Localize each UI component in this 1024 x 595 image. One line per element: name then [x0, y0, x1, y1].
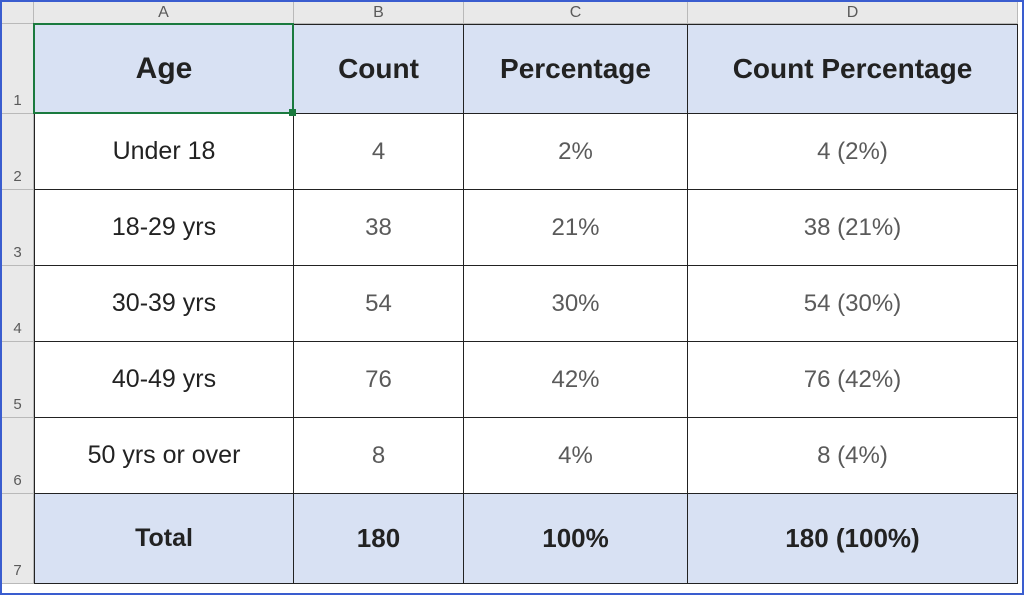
spreadsheet-frame: A B C D 1 Age Count Percentage Count Per…: [0, 0, 1024, 595]
cell-D6[interactable]: 8 (4%): [688, 418, 1018, 494]
row-header-5[interactable]: 5: [2, 342, 34, 418]
cell-A2[interactable]: Under 18: [34, 114, 294, 190]
cell-D1[interactable]: Count Percentage: [688, 24, 1018, 114]
cell-B5[interactable]: 76: [294, 342, 464, 418]
cell-C4[interactable]: 30%: [464, 266, 688, 342]
cell-A3[interactable]: 18-29 yrs: [34, 190, 294, 266]
col-header-C[interactable]: C: [464, 2, 688, 24]
cell-A6[interactable]: 50 yrs or over: [34, 418, 294, 494]
row-header-6[interactable]: 6: [2, 418, 34, 494]
cell-C3[interactable]: 21%: [464, 190, 688, 266]
cell-D5[interactable]: 76 (42%): [688, 342, 1018, 418]
cell-A5[interactable]: 40-49 yrs: [34, 342, 294, 418]
cell-A1[interactable]: Age: [34, 24, 294, 114]
cell-C6[interactable]: 4%: [464, 418, 688, 494]
select-all-corner[interactable]: [2, 2, 34, 24]
row-header-7[interactable]: 7: [2, 494, 34, 584]
cell-D4[interactable]: 54 (30%): [688, 266, 1018, 342]
cell-A4[interactable]: 30-39 yrs: [34, 266, 294, 342]
cell-C2[interactable]: 2%: [464, 114, 688, 190]
cell-C5[interactable]: 42%: [464, 342, 688, 418]
cell-B6[interactable]: 8: [294, 418, 464, 494]
cell-B7[interactable]: 180: [294, 494, 464, 584]
cell-D2[interactable]: 4 (2%): [688, 114, 1018, 190]
col-header-B[interactable]: B: [294, 2, 464, 24]
cell-B1[interactable]: Count: [294, 24, 464, 114]
cell-B3[interactable]: 38: [294, 190, 464, 266]
cell-C1[interactable]: Percentage: [464, 24, 688, 114]
col-header-A[interactable]: A: [34, 2, 294, 24]
row-header-1[interactable]: 1: [2, 24, 34, 114]
row-header-3[interactable]: 3: [2, 190, 34, 266]
col-header-D[interactable]: D: [688, 2, 1018, 24]
row-header-2[interactable]: 2: [2, 114, 34, 190]
cell-D7[interactable]: 180 (100%): [688, 494, 1018, 584]
row-header-4[interactable]: 4: [2, 266, 34, 342]
cell-B4[interactable]: 54: [294, 266, 464, 342]
cell-A7[interactable]: Total: [34, 494, 294, 584]
cell-B2[interactable]: 4: [294, 114, 464, 190]
spreadsheet-grid: A B C D 1 Age Count Percentage Count Per…: [2, 2, 1022, 593]
cell-D3[interactable]: 38 (21%): [688, 190, 1018, 266]
cell-C7[interactable]: 100%: [464, 494, 688, 584]
